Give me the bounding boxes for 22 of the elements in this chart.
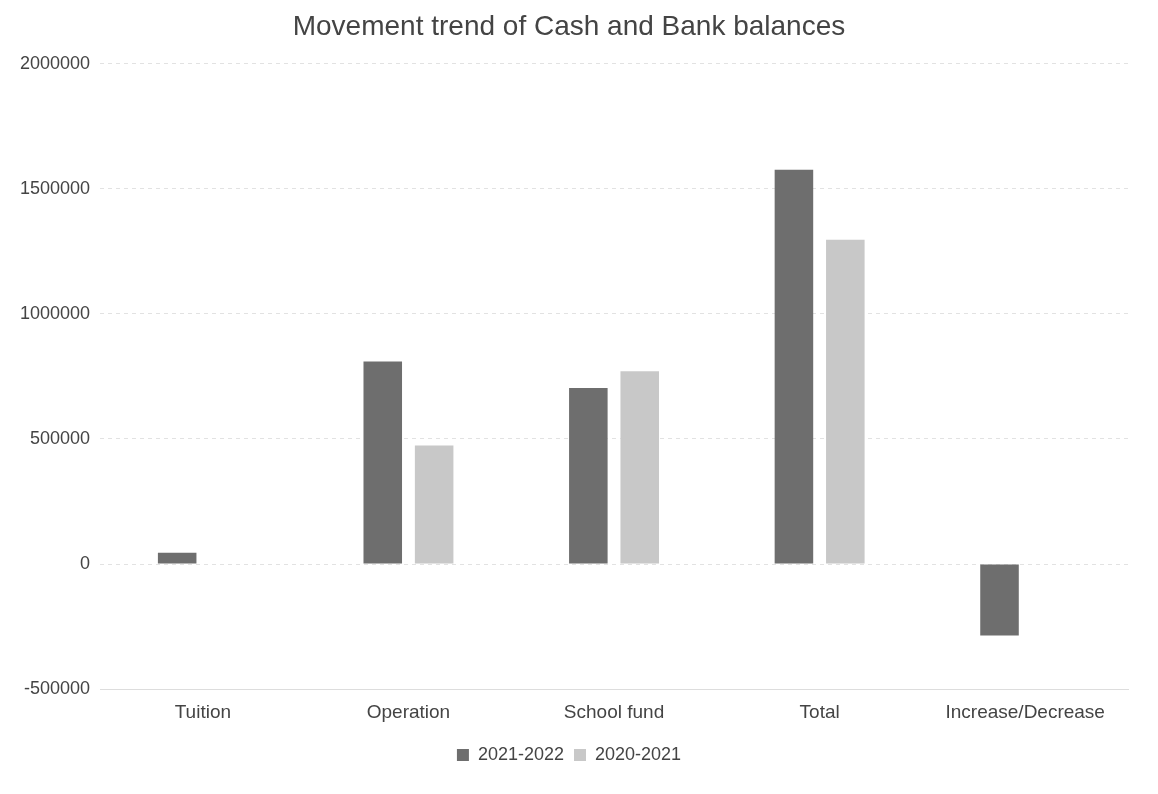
x-tick-label: Total: [799, 700, 840, 722]
y-tick-label: 2000000: [20, 52, 91, 73]
legend-label: 2021-2022: [477, 743, 565, 764]
x-tick-label: Tuition: [174, 700, 232, 722]
bar: [414, 445, 454, 564]
bar: [774, 169, 814, 564]
x-tick-label: School fund: [563, 700, 665, 722]
bar: [826, 239, 865, 564]
x-tick-label: Increase/Decrease: [945, 700, 1105, 722]
y-tick-label: 1000000: [20, 302, 91, 323]
y-tick-label: 0: [80, 553, 91, 574]
bar: [157, 552, 197, 564]
bar: [980, 564, 1019, 636]
chart-title: Movement trend of Cash and Bank balances: [292, 9, 846, 41]
y-tick-label: -500000: [24, 678, 91, 699]
bar: [569, 387, 608, 564]
bar: [620, 371, 660, 564]
x-tick-label: Operation: [366, 700, 451, 722]
y-tick-label: 500000: [30, 427, 91, 448]
y-tick-label: 1500000: [20, 177, 91, 198]
bar: [363, 361, 403, 564]
legend-label: 2020-2021: [595, 743, 682, 764]
